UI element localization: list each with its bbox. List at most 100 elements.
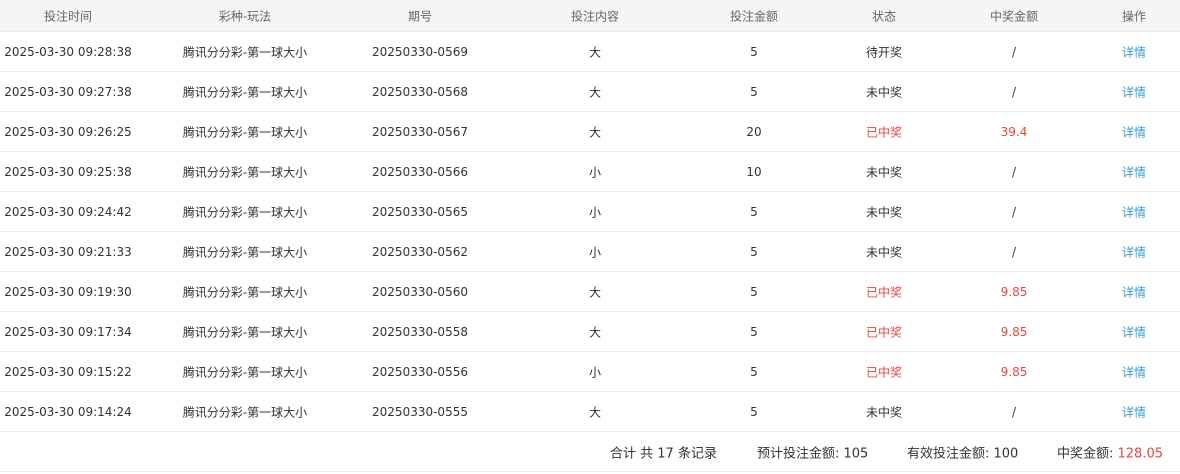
table-row: 2025-03-30 09:15:22 腾讯分分彩-第一球大小 20250330-0… [0, 352, 1180, 392]
detail-link[interactable]: 详情 [1121, 325, 1147, 339]
win-amount: 39.4 [1000, 124, 1028, 139]
detail-link[interactable]: 详情 [1121, 205, 1147, 219]
time: 2025-03-30 09:15:22 [4, 364, 132, 379]
win-amount: / [1011, 44, 1017, 59]
time: 2025-03-30 09:21:33 [4, 244, 132, 259]
header-win: 中奖金额 [989, 9, 1039, 23]
table-row: 2025-03-30 09:17:34 腾讯分分彩-第一球大小 20250330-0… [0, 312, 1180, 352]
win-amount: / [1011, 404, 1017, 419]
game: 腾讯分分彩-第一球大小 [182, 325, 308, 339]
status: 已中奖 [865, 365, 903, 379]
content: 大 [588, 125, 602, 139]
header-action: 操作 [1121, 9, 1147, 23]
header-amount: 投注金额 [729, 9, 779, 23]
win-amount: 9.85 [1000, 364, 1028, 379]
time: 2025-03-30 09:17:34 [4, 324, 132, 339]
issue: 20250330-0558 [372, 324, 468, 339]
valid-bet-amount: 有效投注金额: 100 [907, 442, 1018, 461]
status: 未中奖 [865, 85, 903, 99]
time: 2025-03-30 09:14:24 [4, 404, 132, 419]
issue: 20250330-0562 [372, 244, 468, 259]
amount: 5 [750, 84, 758, 99]
amount: 5 [750, 204, 758, 219]
time: 2025-03-30 09:28:38 [4, 44, 132, 59]
content: 大 [588, 45, 602, 59]
win-amount: 9.85 [1000, 284, 1028, 299]
detail-link[interactable]: 详情 [1121, 405, 1147, 419]
amount: 10 [746, 164, 762, 179]
win-amount: / [1011, 204, 1017, 219]
issue: 20250330-0556 [372, 364, 468, 379]
header-issue: 期号 [407, 9, 433, 23]
header-content: 投注内容 [570, 9, 620, 23]
table-header: 投注时间 彩种-玩法 期号 投注内容 投注金额 状态 中奖金额 操作 [0, 0, 1180, 32]
valid-value: 100 [993, 446, 1019, 461]
game: 腾讯分分彩-第一球大小 [182, 45, 308, 59]
win-amount: 9.85 [1000, 324, 1028, 339]
table-footer: 合计 共 17 条记录 预计投注金额: 105 有效投注金额: 100 中奖金额… [0, 432, 1180, 472]
header-game: 彩种-玩法 [218, 9, 272, 23]
detail-link[interactable]: 详情 [1121, 125, 1147, 139]
issue: 20250330-0566 [372, 164, 468, 179]
detail-link[interactable]: 详情 [1121, 45, 1147, 59]
status: 已中奖 [865, 325, 903, 339]
game: 腾讯分分彩-第一球大小 [182, 205, 308, 219]
content: 小 [588, 165, 602, 179]
time: 2025-03-30 09:19:30 [4, 284, 132, 299]
detail-link[interactable]: 详情 [1121, 85, 1147, 99]
detail-link[interactable]: 详情 [1121, 165, 1147, 179]
time: 2025-03-30 09:27:38 [4, 84, 132, 99]
time: 2025-03-30 09:26:25 [4, 124, 132, 139]
amount: 20 [746, 124, 762, 139]
table-row: 2025-03-30 09:21:33 腾讯分分彩-第一球大小 20250330-0… [0, 232, 1180, 272]
detail-link[interactable]: 详情 [1121, 365, 1147, 379]
issue: 20250330-0567 [372, 124, 468, 139]
table-row: 2025-03-30 09:28:38 腾讯分分彩-第一球大小 20250330-0… [0, 32, 1180, 72]
expected-label: 预计投注金额: [757, 446, 844, 461]
issue: 20250330-0568 [372, 84, 468, 99]
game: 腾讯分分彩-第一球大小 [182, 125, 308, 139]
win-value: 128.05 [1117, 446, 1164, 461]
game: 腾讯分分彩-第一球大小 [182, 365, 308, 379]
status: 未中奖 [865, 405, 903, 419]
win-amount: / [1011, 164, 1017, 179]
expected-value: 105 [843, 446, 869, 461]
content: 大 [588, 405, 602, 419]
table-row: 2025-03-30 09:24:42 腾讯分分彩-第一球大小 20250330-0… [0, 192, 1180, 232]
game: 腾讯分分彩-第一球大小 [182, 85, 308, 99]
game: 腾讯分分彩-第一球大小 [182, 245, 308, 259]
status: 待开奖 [865, 45, 903, 59]
amount: 5 [750, 284, 758, 299]
table-row: 2025-03-30 09:19:30 腾讯分分彩-第一球大小 20250330-0… [0, 272, 1180, 312]
expected-bet-amount: 预计投注金额: 105 [757, 442, 868, 461]
amount: 5 [750, 364, 758, 379]
issue: 20250330-0560 [372, 284, 468, 299]
content: 大 [588, 85, 602, 99]
table-row: 2025-03-30 09:27:38 腾讯分分彩-第一球大小 20250330-0… [0, 72, 1180, 112]
content: 小 [588, 245, 602, 259]
status: 未中奖 [865, 245, 903, 259]
game: 腾讯分分彩-第一球大小 [182, 165, 308, 179]
content: 大 [588, 325, 602, 339]
header-status: 状态 [871, 9, 897, 23]
table-row: 2025-03-30 09:14:24 腾讯分分彩-第一球大小 20250330-0… [0, 392, 1180, 432]
detail-link[interactable]: 详情 [1121, 285, 1147, 299]
status: 已中奖 [865, 285, 903, 299]
table-row: 2025-03-30 09:25:38 腾讯分分彩-第一球大小 20250330-0… [0, 152, 1180, 192]
issue: 20250330-0569 [372, 44, 468, 59]
win-amount: / [1011, 84, 1017, 99]
win-total: 中奖金额: 128.05 [1057, 442, 1163, 461]
amount: 5 [750, 404, 758, 419]
content: 小 [588, 205, 602, 219]
win-label: 中奖金额: [1057, 446, 1118, 461]
amount: 5 [750, 244, 758, 259]
status: 已中奖 [865, 125, 903, 139]
win-amount: / [1011, 244, 1017, 259]
detail-link[interactable]: 详情 [1121, 245, 1147, 259]
content: 小 [588, 365, 602, 379]
total-records: 合计 共 17 条记录 [610, 446, 717, 461]
game: 腾讯分分彩-第一球大小 [182, 405, 308, 419]
status: 未中奖 [865, 165, 903, 179]
amount: 5 [750, 44, 758, 59]
issue: 20250330-0555 [372, 404, 468, 419]
